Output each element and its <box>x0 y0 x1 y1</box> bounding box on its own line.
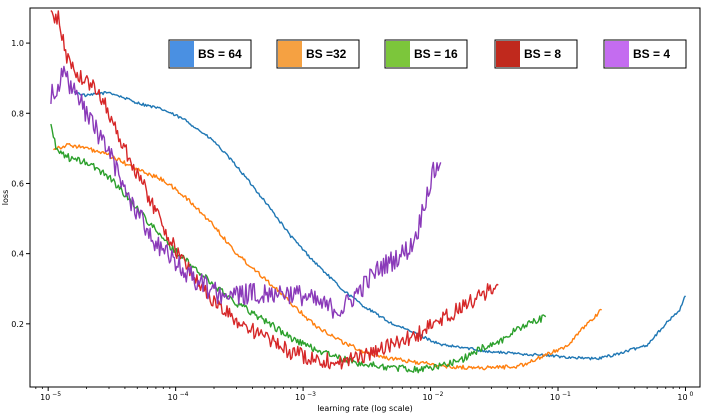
x-tick-exponent: −3 <box>307 391 316 398</box>
series-line-0 <box>73 90 687 361</box>
x-tick-exponent: −2 <box>435 391 444 398</box>
x-tick-exponent: −5 <box>52 391 61 398</box>
y-tick-label: 0.4 <box>11 250 24 259</box>
y-axis-ticks: 0.2 0.4 0.6 0.8 1.0 <box>11 39 30 329</box>
x-tick-exponent: 0 <box>689 391 693 398</box>
x-tick-label: 10 <box>295 393 305 402</box>
legend-item: BS = 4 <box>603 39 687 69</box>
legend-label: BS = 4 <box>633 47 670 61</box>
legend-swatch <box>386 41 410 67</box>
y-tick-label: 0.8 <box>11 109 24 118</box>
x-axis-ticks: 10 −5 10 −4 10 −3 10 −2 10 −1 10 0 <box>35 387 693 402</box>
legend-swatch <box>278 41 302 67</box>
x-tick-label: 10 <box>40 393 50 402</box>
legend-item: BS =32 <box>276 39 360 69</box>
legend-label: BS = 64 <box>198 47 242 61</box>
legend-swatch <box>170 41 194 67</box>
legend: BS = 64 BS =32 BS = 16 BS = 8 BS = 4 <box>168 39 687 69</box>
legend-label: BS =32 <box>306 47 347 61</box>
series-lines <box>50 10 687 374</box>
legend-item: BS = 8 <box>494 39 578 69</box>
series-line-4 <box>50 65 442 319</box>
legend-item: BS = 64 <box>168 39 252 69</box>
x-tick-label: 10 <box>168 393 178 402</box>
legend-swatch <box>496 41 520 67</box>
plot-area <box>29 7 701 388</box>
x-tick-label: 10 <box>677 393 687 402</box>
y-axis-label: loss <box>1 190 10 205</box>
x-tick-exponent: −4 <box>180 391 189 398</box>
legend-swatch <box>605 41 629 67</box>
x-tick-label: 10 <box>422 393 432 402</box>
legend-label: BS = 16 <box>414 47 458 61</box>
legend-item: BS = 16 <box>384 39 468 69</box>
y-tick-label: 1.0 <box>11 39 24 48</box>
x-tick-exponent: −1 <box>562 391 571 398</box>
legend-label: BS = 8 <box>524 47 561 61</box>
y-tick-label: 0.2 <box>11 320 24 329</box>
series-line-3 <box>50 10 499 370</box>
series-line-1 <box>53 143 602 371</box>
x-axis-label: learning rate (log scale) <box>317 404 413 413</box>
x-tick-label: 10 <box>550 393 560 402</box>
y-tick-label: 0.6 <box>11 179 24 188</box>
